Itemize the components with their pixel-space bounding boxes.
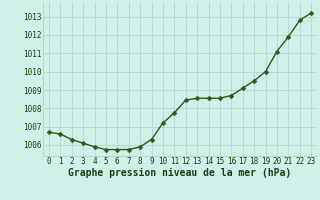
X-axis label: Graphe pression niveau de la mer (hPa): Graphe pression niveau de la mer (hPa) [68, 168, 292, 178]
